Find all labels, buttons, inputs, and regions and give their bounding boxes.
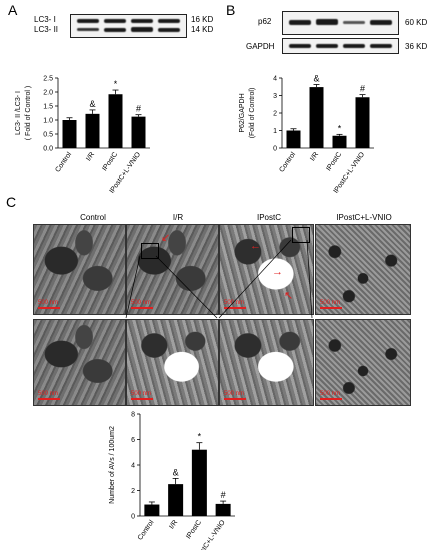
red-arrow: ←	[250, 240, 261, 252]
y-axis-subtitle: ( Fold of Control )	[25, 86, 32, 140]
panel-label-c: C	[6, 194, 17, 210]
blot-a-row1-label: LC3- I	[34, 15, 56, 24]
y-tick-label: 1.5	[43, 104, 53, 111]
bar	[144, 504, 160, 516]
em-col-title-control: Control	[80, 213, 106, 222]
bar	[131, 116, 146, 148]
significance-marker: *	[198, 432, 202, 442]
y-axis-subtitle: (Fold of Control)	[249, 88, 256, 139]
y-tick-label: 0	[273, 146, 277, 153]
y-tick-label: 4	[131, 463, 135, 470]
bar	[215, 503, 231, 516]
chart-b: 01234Control&I/R*IPostC#IPostC+L-VNIOP62…	[239, 73, 374, 195]
bar	[309, 87, 324, 148]
bar	[85, 113, 100, 148]
zoom-box	[141, 243, 159, 259]
red-arrow: ↙	[161, 232, 171, 244]
blot-a-size2: 14 KD	[191, 25, 214, 34]
em-col-title-ipostc: IPostC	[256, 213, 281, 222]
y-tick-label: 1	[273, 128, 277, 135]
red-arrow: ↖	[284, 290, 294, 302]
significance-marker: *	[114, 79, 118, 89]
em-image-control-low: 500 nm	[33, 224, 126, 315]
y-tick-label: 4	[273, 76, 277, 83]
x-tick-label: I/R	[168, 519, 179, 530]
significance-marker: *	[338, 123, 342, 133]
panel-label-a: A	[8, 2, 18, 18]
y-tick-label: 0.5	[43, 132, 53, 139]
y-axis-title: P62/GAPDH	[239, 93, 246, 132]
blot-b-size1: 60 KD	[405, 18, 428, 27]
y-tick-label: 2.5	[43, 76, 53, 83]
y-tick-label: 2	[273, 111, 277, 118]
em-image-ipostc-low: ← → ↖ 500 nm	[219, 224, 314, 315]
y-tick-label: 6	[131, 437, 135, 444]
y-tick-label: 3	[273, 93, 277, 100]
y-axis-title: LC3- II /LC3- I	[15, 91, 22, 135]
bar	[355, 97, 370, 148]
bar	[108, 94, 123, 148]
blot-a-size1: 16 KD	[191, 15, 214, 24]
em-image-ipostc-lvnio-high: 500 nm	[315, 319, 411, 406]
significance-marker: &	[173, 467, 179, 477]
x-tick-label: I/R	[85, 151, 96, 162]
bar	[168, 484, 184, 516]
y-tick-label: 0.0	[43, 146, 53, 153]
panel-label-b: B	[226, 2, 236, 18]
x-tick-label: I/R	[309, 151, 320, 162]
y-axis-title: Number of AVs / 100um2	[109, 426, 116, 504]
western-blot-gapdh	[282, 38, 399, 54]
y-tick-label: 2	[131, 488, 135, 495]
em-image-ipostc-lvnio-low: 500 nm	[315, 224, 411, 315]
red-arrow: →	[272, 266, 283, 278]
bar	[62, 120, 77, 148]
blot-b-row2-label: GAPDH	[246, 42, 275, 51]
x-tick-label: IPostC	[185, 519, 203, 540]
y-tick-label: 2.0	[43, 90, 53, 97]
blot-b-size2: 36 KD	[405, 42, 428, 51]
x-tick-label: Control	[137, 519, 156, 542]
significance-marker: #	[360, 84, 365, 94]
significance-marker: &	[313, 73, 319, 83]
chart-a: 0.00.51.01.52.02.5Control&I/R*IPostC#IPo…	[15, 76, 150, 195]
blot-b-row1-label: p62	[258, 17, 272, 26]
western-blot-p62	[282, 11, 399, 35]
bar	[191, 449, 207, 516]
bar	[286, 130, 301, 148]
em-col-title-ipostc-lvnio: IPostC+L-VNIO	[336, 213, 392, 222]
em-col-title-ir: I/R	[172, 213, 184, 222]
y-tick-label: 1.0	[43, 118, 53, 125]
significance-marker: #	[221, 490, 226, 500]
y-tick-label: 8	[131, 412, 135, 419]
blot-a-row2-label: LC3- II	[34, 25, 59, 34]
y-tick-label: 0	[131, 514, 135, 521]
significance-marker: &	[89, 99, 95, 109]
chart-c: 02468Control&I/R*IPostC#IPostC+L-VNIONum…	[109, 412, 235, 550]
western-blot-lc3	[70, 14, 187, 38]
em-image-ir-high: 500 nm	[126, 319, 219, 406]
significance-marker: #	[136, 104, 141, 114]
em-image-ir-low: ↙ 500 nm	[126, 224, 219, 315]
bar	[332, 135, 347, 148]
em-image-control-high: 500 nm	[33, 319, 126, 406]
em-image-ipostc-high: 500 nm	[219, 319, 314, 406]
zoom-box	[292, 227, 310, 243]
